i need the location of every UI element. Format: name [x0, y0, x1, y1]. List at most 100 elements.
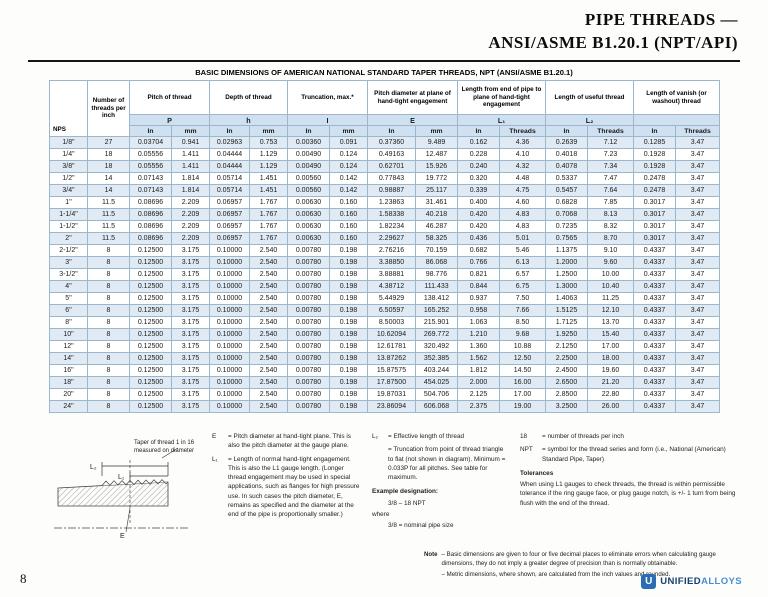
- cell-value: 0.00780: [287, 352, 330, 365]
- cell-value: 0.198: [329, 364, 368, 377]
- col-header-length-useful: Length of useful thread: [545, 80, 635, 115]
- cell-value: 3.47: [675, 268, 721, 281]
- table-row: 6" 8 0.12500 3.175 0.10000 2.540 0.00780 0.198 6…: [49, 304, 721, 317]
- cell-value: 7.50: [498, 292, 547, 305]
- cell-value: 215.901: [415, 316, 458, 329]
- tolerances-text: When using L1 gauges to check threads, t…: [520, 481, 736, 507]
- definition-term: E: [212, 433, 217, 440]
- cell-value: 19.87031: [367, 388, 416, 401]
- cell-value: 10.88: [498, 340, 547, 353]
- cell-value: 0.06957: [209, 208, 250, 221]
- cell-value: 2.209: [171, 220, 210, 233]
- unit-header: mm: [415, 125, 458, 137]
- cell-value: 2.540: [249, 376, 288, 389]
- cell-value: 11.5: [87, 196, 130, 209]
- cell-nps: 3": [49, 256, 88, 269]
- cell-value: 0.162: [457, 136, 500, 149]
- cell-value: 0.10000: [209, 256, 250, 269]
- cell-value: 3.47: [675, 208, 721, 221]
- cell-value: 1.2500: [545, 268, 589, 281]
- diagram-caption: Taper of thread 1 in 16 measured on diam…: [134, 440, 195, 454]
- cell-value: 0.3017: [633, 220, 677, 233]
- cell-nps: 1-1/4": [49, 208, 88, 221]
- cell-value: 0.08696: [129, 196, 172, 209]
- unit-header: In: [633, 125, 677, 137]
- letter-e: E: [367, 114, 458, 126]
- cell-value: 6.50597: [367, 304, 416, 317]
- cell-value: 0.10000: [209, 376, 250, 389]
- cell-value: 2.540: [249, 340, 288, 353]
- cell-value: 0.6828: [545, 196, 589, 209]
- cell-value: 0.124: [329, 148, 368, 161]
- cell-value: 5.46: [498, 244, 547, 257]
- cell-value: 8: [87, 244, 130, 257]
- cell-value: 3.47: [675, 136, 721, 149]
- cell-value: 1.451: [249, 172, 288, 185]
- cell-value: 40.218: [415, 208, 458, 221]
- cell-value: 8: [87, 304, 130, 317]
- cell-value: 18.00: [587, 352, 635, 365]
- page-title-line2: ANSI/ASME B1.20.1 (NPT/API): [488, 32, 738, 52]
- cell-value: 2.375: [457, 400, 500, 413]
- cell-value: 2.209: [171, 208, 210, 221]
- cell-nps: 5": [49, 292, 88, 305]
- page-header: PIPE THREADS — ANSI/ASME B1.20.1 (NPT/AP…: [488, 9, 738, 55]
- col-header-truncation: Truncation, max.*: [287, 80, 368, 115]
- cell-value: 0.1285: [633, 136, 677, 149]
- cell-value: 0.198: [329, 304, 368, 317]
- cell-value: 0.4337: [633, 376, 677, 389]
- definition-text: = Pitch diameter at hand-tight plane. Th…: [228, 433, 351, 450]
- cell-value: 3.47: [675, 232, 721, 245]
- cell-value: 3.175: [171, 352, 210, 365]
- cell-value: 3.175: [171, 340, 210, 353]
- cell-value: 0.5457: [545, 184, 589, 197]
- cell-value: 8: [87, 328, 130, 341]
- legend-column-1: E = Pitch diameter at hand-tight plane. …: [212, 432, 360, 545]
- cell-value: 0.12500: [129, 256, 172, 269]
- cell-value: 5.44929: [367, 292, 416, 305]
- cell-value: 2.540: [249, 352, 288, 365]
- cell-value: 1.82234: [367, 220, 416, 233]
- diagram-l2-label: L₂: [90, 464, 97, 471]
- cell-value: 0.4337: [633, 352, 677, 365]
- cell-value: 0.12500: [129, 376, 172, 389]
- cell-value: 3.47: [675, 172, 721, 185]
- cell-value: 0.00780: [287, 328, 330, 341]
- definition-text: = number of threads per inch: [542, 433, 624, 440]
- thread-diagram: L₂ L₁ E Taper of thread 1 in 16 meas: [50, 432, 200, 545]
- cell-value: 2.540: [249, 304, 288, 317]
- table-row: 1-1/2" 11.5 0.08696 2.209 0.06957 1.767 0.0063…: [49, 220, 721, 233]
- cell-value: 0.10000: [209, 280, 250, 293]
- cell-value: 0.4337: [633, 316, 677, 329]
- cell-value: 0.160: [329, 232, 368, 245]
- cell-value: 1.3000: [545, 280, 589, 293]
- cell-value: 10.62094: [367, 328, 416, 341]
- cell-value: 2.2500: [545, 352, 589, 365]
- unit-header: In: [457, 125, 500, 137]
- note-body: – Basic dimensions are given to four or …: [442, 551, 740, 583]
- cell-value: 0.400: [457, 196, 500, 209]
- cell-value: 0.00780: [287, 304, 330, 317]
- cell-value: 7.66: [498, 304, 547, 317]
- cell-value: 0.04444: [209, 160, 250, 173]
- table-head: NPS Number of threads per inch Pitch of …: [49, 80, 721, 137]
- cell-value: 1.129: [249, 160, 288, 173]
- cell-value: 7.23: [587, 148, 635, 161]
- col-header-nps: NPS: [49, 80, 88, 137]
- cell-nps: 18": [49, 376, 88, 389]
- cell-value: 0.10000: [209, 400, 250, 413]
- example-designation-value: 3/8 – 18 NPT: [388, 499, 426, 507]
- table-row: 1/4" 18 0.05556 1.411 0.04444 1.129 0.00490 0.1…: [49, 148, 721, 161]
- cell-value: 0.00780: [287, 256, 330, 269]
- unit-header: In: [209, 125, 250, 137]
- cell-value: 8: [87, 400, 130, 413]
- cell-value: 3.175: [171, 304, 210, 317]
- cell-value: 0.00630: [287, 232, 330, 245]
- letter-i: I: [287, 114, 368, 126]
- cell-value: 1.411: [171, 160, 210, 173]
- cell-value: 403.244: [415, 364, 458, 377]
- diagram-l1-label: L₁: [118, 474, 125, 481]
- table-row: 10" 8 0.12500 3.175 0.10000 2.540 0.00780 0.198…: [49, 328, 721, 341]
- diagram-e-label: E: [120, 533, 125, 540]
- table-row: 16" 8 0.12500 3.175 0.10000 2.540 0.00780 0.198…: [49, 364, 721, 377]
